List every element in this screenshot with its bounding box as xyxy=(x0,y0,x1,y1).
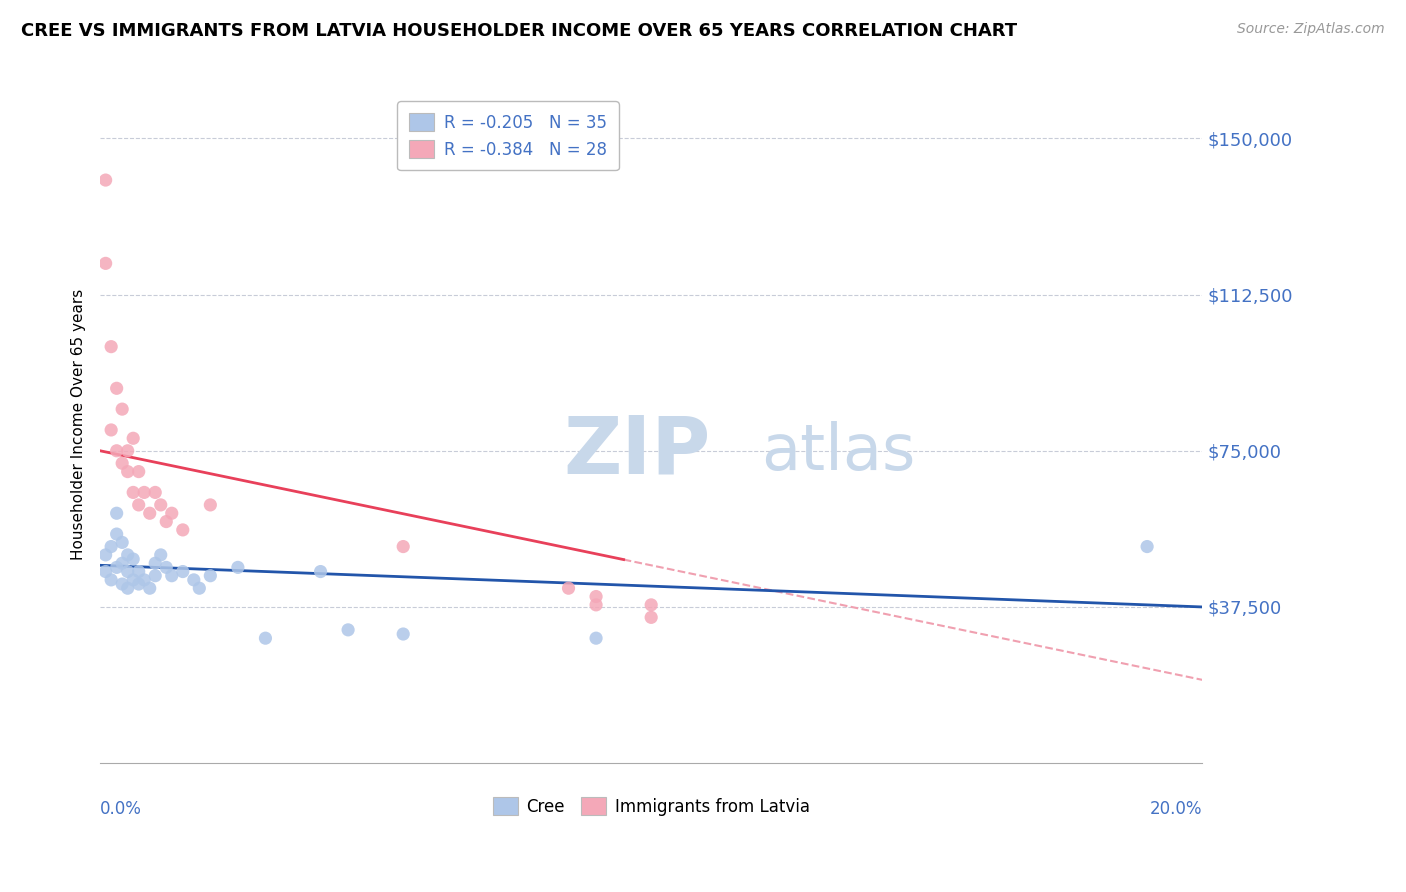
Point xyxy=(105,443,128,458)
Text: Source: ZipAtlas.com: Source: ZipAtlas.com xyxy=(1237,22,1385,37)
Point xyxy=(640,610,662,624)
Point xyxy=(122,431,145,445)
Point xyxy=(100,540,122,554)
Point xyxy=(128,498,150,512)
Point xyxy=(111,402,134,417)
Point xyxy=(149,548,172,562)
Legend: Cree, Immigrants from Latvia: Cree, Immigrants from Latvia xyxy=(486,790,817,822)
Point xyxy=(94,548,117,562)
Point xyxy=(155,560,177,574)
Point xyxy=(117,565,139,579)
Point xyxy=(128,565,150,579)
Point xyxy=(226,560,249,574)
Point xyxy=(585,590,607,604)
Point xyxy=(149,498,172,512)
Point xyxy=(134,573,156,587)
Point xyxy=(100,573,122,587)
Point xyxy=(94,565,117,579)
Point xyxy=(143,556,166,570)
Point xyxy=(111,556,134,570)
Point xyxy=(100,340,122,354)
Point xyxy=(585,631,607,645)
Point xyxy=(122,485,145,500)
Point xyxy=(200,498,222,512)
Point xyxy=(105,381,128,395)
Text: ZIP: ZIP xyxy=(562,413,710,491)
Point xyxy=(160,568,183,582)
Point xyxy=(105,506,128,520)
Point xyxy=(94,256,117,270)
Point xyxy=(117,581,139,595)
Point xyxy=(100,423,122,437)
Point xyxy=(105,527,128,541)
Point xyxy=(143,568,166,582)
Point xyxy=(188,581,211,595)
Point xyxy=(585,598,607,612)
Point xyxy=(122,573,145,587)
Point xyxy=(254,631,277,645)
Point xyxy=(640,598,662,612)
Point xyxy=(172,565,194,579)
Point xyxy=(105,560,128,574)
Point xyxy=(111,456,134,470)
Point xyxy=(111,577,134,591)
Point xyxy=(557,581,579,595)
Point xyxy=(392,627,415,641)
Text: atlas: atlas xyxy=(762,421,915,483)
Point xyxy=(117,465,139,479)
Point xyxy=(138,506,160,520)
Point xyxy=(94,173,117,187)
Point xyxy=(392,540,415,554)
Y-axis label: Householder Income Over 65 years: Householder Income Over 65 years xyxy=(72,289,86,560)
Point xyxy=(134,485,156,500)
Point xyxy=(128,465,150,479)
Point xyxy=(155,515,177,529)
Point xyxy=(117,548,139,562)
Point xyxy=(200,568,222,582)
Point xyxy=(337,623,360,637)
Point xyxy=(160,506,183,520)
Point xyxy=(128,577,150,591)
Text: CREE VS IMMIGRANTS FROM LATVIA HOUSEHOLDER INCOME OVER 65 YEARS CORRELATION CHAR: CREE VS IMMIGRANTS FROM LATVIA HOUSEHOLD… xyxy=(21,22,1017,40)
Point xyxy=(183,573,205,587)
Point xyxy=(138,581,160,595)
Point xyxy=(172,523,194,537)
Text: 0.0%: 0.0% xyxy=(100,800,142,818)
Point xyxy=(122,552,145,566)
Point xyxy=(117,443,139,458)
Point xyxy=(111,535,134,549)
Text: 20.0%: 20.0% xyxy=(1150,800,1202,818)
Point xyxy=(309,565,332,579)
Point xyxy=(143,485,166,500)
Point xyxy=(1136,540,1159,554)
